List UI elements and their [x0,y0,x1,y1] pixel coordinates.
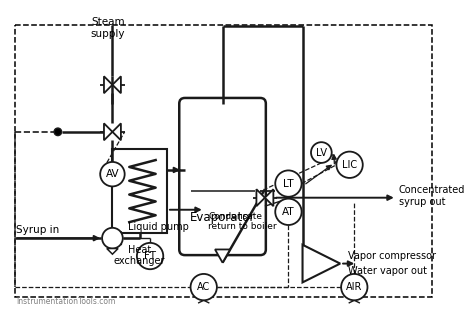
Circle shape [102,228,123,249]
Text: Syrup in: Syrup in [17,225,60,235]
Bar [112,149,167,233]
Polygon shape [104,123,112,140]
Polygon shape [256,189,265,206]
Polygon shape [112,76,121,93]
Circle shape [275,170,301,197]
Polygon shape [265,189,273,206]
FancyBboxPatch shape [179,98,266,255]
Text: Vapor compressor: Vapor compressor [348,251,436,261]
Text: Liquid pump: Liquid pump [128,222,189,232]
Circle shape [275,199,301,225]
Text: AV: AV [106,169,119,179]
Text: Concentrated
syrup out: Concentrated syrup out [399,185,465,207]
Text: AT: AT [282,207,295,217]
Circle shape [311,142,332,163]
Polygon shape [107,249,118,254]
Text: LT: LT [283,179,294,189]
Text: Water vapor out: Water vapor out [348,266,427,276]
Circle shape [337,152,363,178]
Polygon shape [104,76,112,93]
Text: Condensate
return to boiler: Condensate return to boiler [209,212,277,231]
Polygon shape [112,123,121,140]
Text: AIR: AIR [346,282,363,292]
Text: AC: AC [197,282,210,292]
Circle shape [100,162,125,186]
Polygon shape [302,245,340,282]
Circle shape [191,274,217,300]
Text: FT: FT [144,251,156,261]
Text: InstrumentationTools.com: InstrumentationTools.com [17,297,116,306]
Text: LV: LV [316,147,327,157]
Circle shape [54,128,62,136]
Text: Steam
supply: Steam supply [91,17,125,39]
Circle shape [137,243,163,269]
Text: LIC: LIC [342,160,357,170]
Circle shape [341,274,367,300]
Text: Evaporator: Evaporator [190,211,255,224]
Text: Heat
exchanger: Heat exchanger [114,245,165,266]
Polygon shape [215,250,230,263]
